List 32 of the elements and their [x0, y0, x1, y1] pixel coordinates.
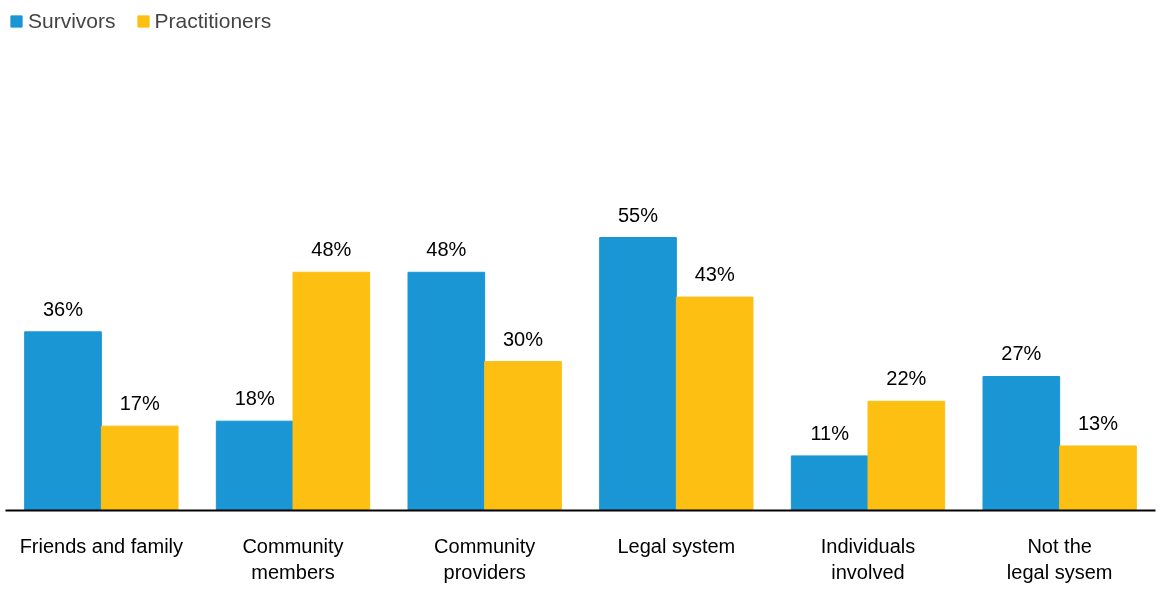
bar — [484, 361, 562, 511]
bar — [599, 237, 677, 511]
data-label: 43% — [694, 263, 735, 286]
bar — [100, 425, 179, 511]
bar — [407, 271, 486, 511]
x-tick-label: Not the legal sysem — [1006, 534, 1113, 583]
data-label: 30% — [502, 327, 544, 350]
data-label: 55% — [617, 203, 659, 226]
bar — [867, 400, 946, 511]
data-label: 17% — [119, 392, 160, 415]
bar — [982, 376, 1061, 511]
x-tick-label: Community providers — [434, 534, 536, 583]
x-tick-label: Friends and family — [19, 534, 184, 557]
bar — [215, 420, 294, 511]
bar — [292, 271, 371, 511]
bar — [24, 331, 102, 511]
data-label: 36% — [42, 297, 84, 320]
data-label: 22% — [886, 367, 927, 390]
data-label: 13% — [1077, 411, 1119, 434]
data-label: 18% — [234, 387, 275, 410]
bar — [1059, 445, 1137, 511]
data-label: 48% — [311, 238, 352, 261]
bar — [790, 455, 869, 511]
data-label: 48% — [426, 238, 467, 261]
x-tick-label: Community members — [242, 534, 344, 583]
legend-label: Practitioners — [154, 9, 272, 33]
x-tick-label: Legal system — [617, 534, 736, 557]
bar — [675, 296, 754, 511]
legend-label: Survivors — [28, 9, 116, 33]
data-label: 27% — [1001, 342, 1042, 365]
x-tick-label: Individuals involved — [820, 534, 916, 583]
data-label: 11% — [810, 421, 850, 444]
